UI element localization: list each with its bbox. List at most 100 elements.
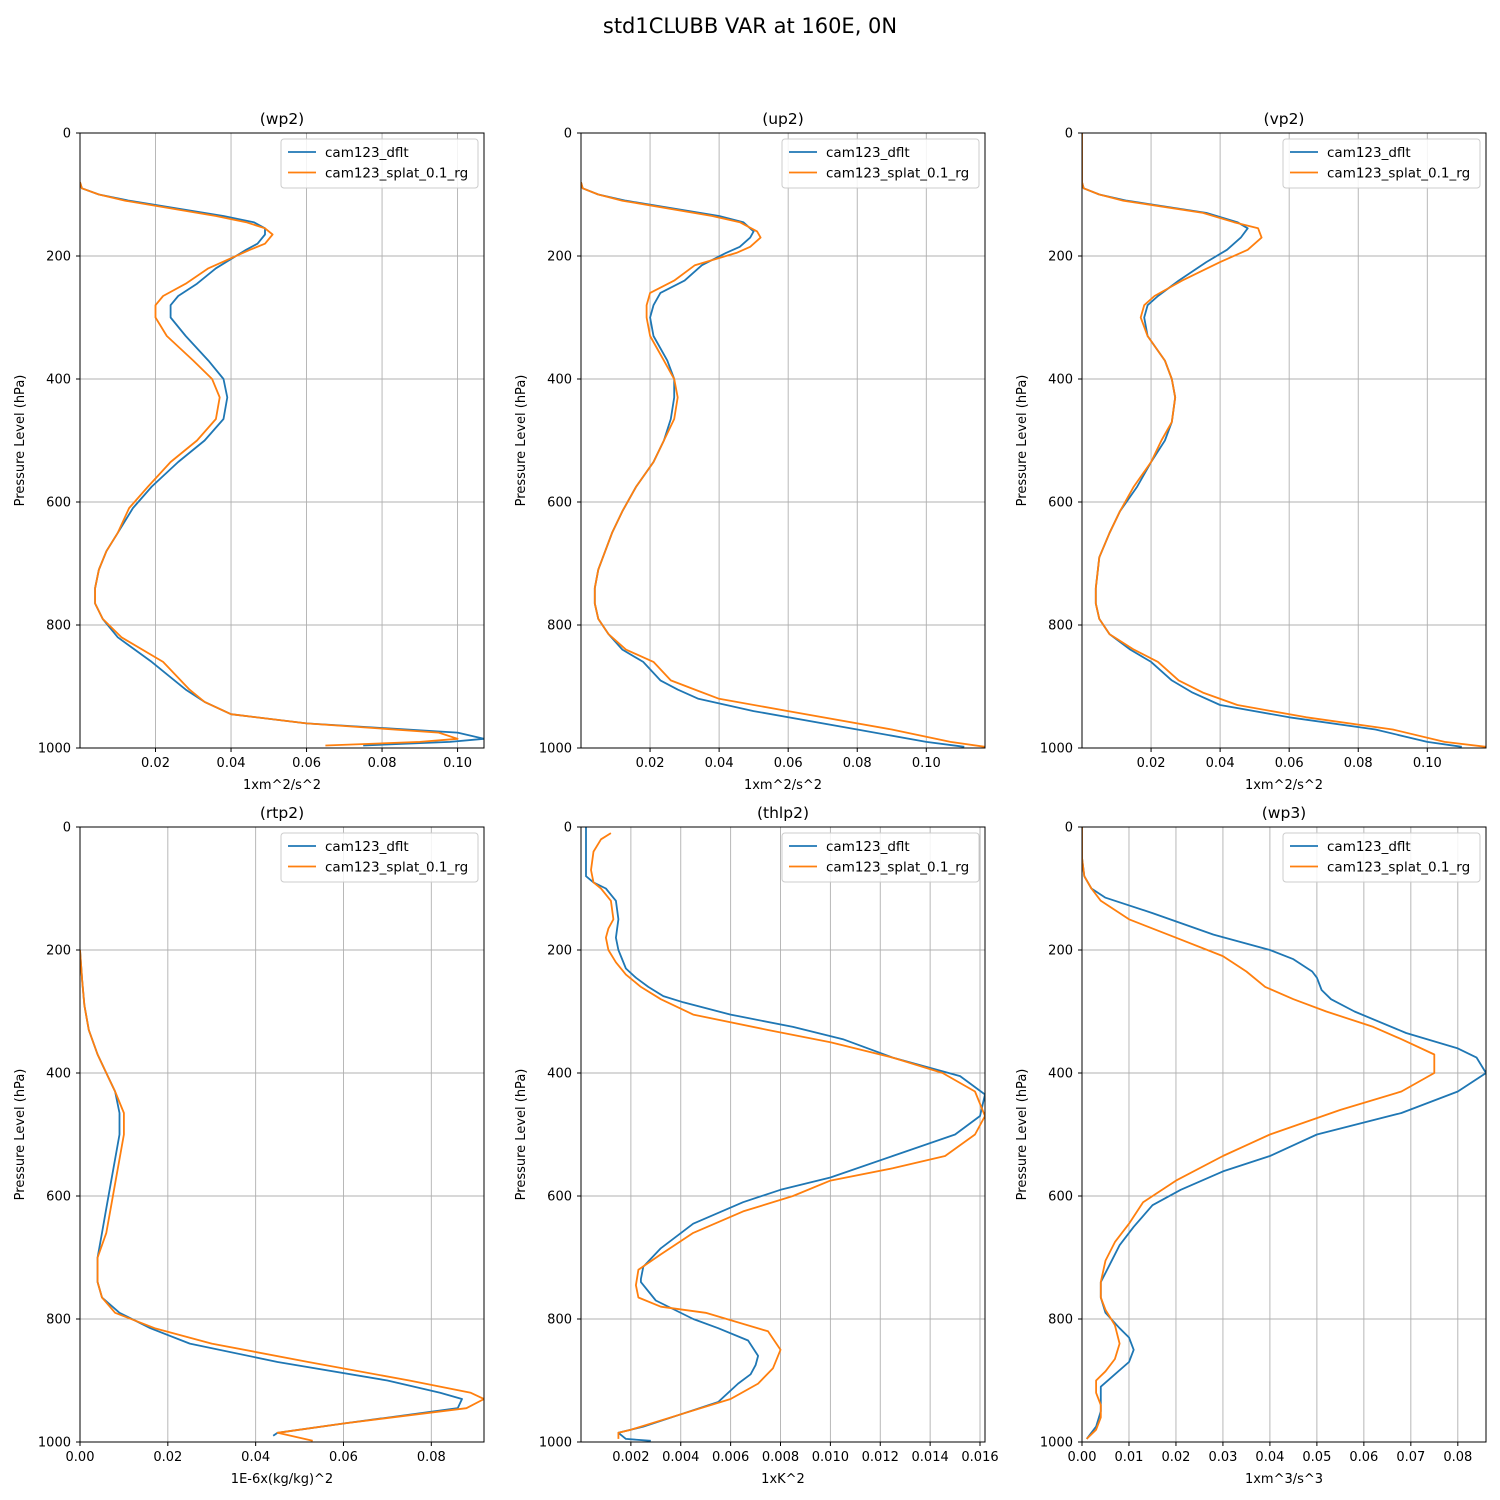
axes-frame bbox=[1081, 132, 1487, 749]
x-tick-label: 0.016 bbox=[961, 1450, 998, 1465]
y-tick-label: 200 bbox=[547, 250, 572, 265]
legend-box bbox=[781, 138, 980, 189]
panel-vp2: 0.02 0.04 0.06 0.08 0.10 0 200 400 600 800 1000 (vp… bbox=[1015, 110, 1487, 793]
figure-title: std1CLUBB VAR at 160E, 0N bbox=[602, 14, 898, 38]
x-tick-label: 0.010 bbox=[812, 1450, 849, 1465]
series-line-cam123_splat_0.1_rg bbox=[1082, 827, 1436, 1440]
x-tick-label: 0.08 bbox=[417, 1450, 446, 1465]
legend-box bbox=[1282, 138, 1481, 189]
legend-label-cam123_dflt: cam123_dflt bbox=[1327, 839, 1411, 855]
y-tick-label: 200 bbox=[1048, 944, 1073, 959]
y-tick-label: 600 bbox=[547, 496, 572, 511]
legend-label-cam123_splat_0.1_rg: cam123_splat_0.1_rg bbox=[826, 860, 969, 876]
y-tick-label: 800 bbox=[1048, 619, 1073, 634]
y-tick-label: 200 bbox=[46, 250, 71, 265]
y-tick-label: 600 bbox=[1048, 496, 1073, 511]
x-tick-label: 0.02 bbox=[153, 1450, 182, 1465]
y-tick-label: 400 bbox=[1048, 1067, 1073, 1082]
y-tick-label: 0 bbox=[564, 127, 572, 142]
panel-up2: 0.02 0.04 0.06 0.08 0.10 0 200 400 600 800 1000 (up… bbox=[514, 110, 986, 793]
series-line-cam123_splat_0.1_rg bbox=[80, 181, 459, 747]
x-tick-label: 0.04 bbox=[1206, 756, 1235, 771]
x-tick-label: 0.06 bbox=[774, 756, 803, 771]
y-tick-label: 200 bbox=[46, 944, 71, 959]
y-axis-label: Pressure Level (hPa) bbox=[13, 375, 28, 507]
x-tick-label: 0.06 bbox=[329, 1450, 358, 1465]
panel-thlp2: 0.002 0.004 0.006 0.008 0.010 0.012 0.014 0.016… bbox=[514, 804, 999, 1487]
panel-title: (up2) bbox=[762, 110, 804, 128]
y-tick-label: 0 bbox=[63, 127, 71, 142]
y-tick-label: 1000 bbox=[539, 742, 572, 757]
panel-title: (wp2) bbox=[260, 110, 304, 128]
legend-box bbox=[280, 138, 479, 189]
panel-wp3: 0.00 0.01 0.02 0.03 0.04 0.05 0.06 0.07 0.08 0 200… bbox=[1015, 804, 1487, 1487]
legend-label-cam123_dflt: cam123_dflt bbox=[1327, 145, 1411, 161]
x-axis-label: 1xm^2/s^2 bbox=[744, 778, 822, 793]
x-tick-label: 0.04 bbox=[217, 756, 246, 771]
x-tick-label: 0.02 bbox=[636, 756, 665, 771]
y-tick-label: 0 bbox=[63, 821, 71, 836]
x-tick-label: 0.10 bbox=[443, 756, 472, 771]
y-tick-label: 600 bbox=[1048, 1190, 1073, 1205]
y-tick-label: 600 bbox=[46, 496, 71, 511]
y-axis-label: Pressure Level (hPa) bbox=[514, 1069, 529, 1201]
legend-label-cam123_splat_0.1_rg: cam123_splat_0.1_rg bbox=[826, 166, 969, 182]
y-tick-label: 200 bbox=[1048, 250, 1073, 265]
x-axis-label: 1xm^3/s^3 bbox=[1245, 1472, 1323, 1487]
x-tick-label: 0.06 bbox=[1275, 756, 1304, 771]
axes-frame bbox=[1081, 826, 1487, 1443]
x-tick-label: 0.10 bbox=[1413, 756, 1442, 771]
y-tick-label: 1000 bbox=[38, 742, 71, 757]
y-tick-label: 600 bbox=[46, 1190, 71, 1205]
y-tick-label: 800 bbox=[547, 1313, 572, 1328]
series-line-cam123_dflt bbox=[1082, 827, 1486, 1440]
axes-frame bbox=[580, 132, 986, 749]
legend-label-cam123_dflt: cam123_dflt bbox=[325, 839, 409, 855]
series-line-cam123_splat_0.1_rg bbox=[581, 181, 985, 748]
series-line-cam123_dflt bbox=[585, 827, 985, 1442]
y-tick-label: 400 bbox=[46, 1067, 71, 1082]
x-tick-label: 0.07 bbox=[1396, 1450, 1425, 1465]
panel-rtp2: 0.00 0.02 0.04 0.06 0.08 0 200 400 600 800 1000 (rt… bbox=[13, 804, 485, 1487]
series-line-cam123_splat_0.1_rg bbox=[80, 949, 484, 1442]
axes-frame bbox=[580, 826, 986, 1443]
panel-title: (vp2) bbox=[1264, 110, 1305, 128]
legend-label-cam123_dflt: cam123_dflt bbox=[826, 145, 910, 161]
y-axis-label: Pressure Level (hPa) bbox=[13, 1069, 28, 1201]
y-tick-label: 0 bbox=[1065, 821, 1073, 836]
x-tick-label: 0.08 bbox=[368, 756, 397, 771]
y-axis-label: Pressure Level (hPa) bbox=[514, 375, 529, 507]
series-line-cam123_dflt bbox=[80, 949, 463, 1437]
x-tick-label: 0.05 bbox=[1302, 1450, 1331, 1465]
x-tick-label: 0.02 bbox=[1137, 756, 1166, 771]
y-tick-label: 1000 bbox=[38, 1436, 71, 1451]
y-tick-label: 200 bbox=[547, 944, 572, 959]
legend-box bbox=[781, 832, 980, 883]
legend-label-cam123_dflt: cam123_dflt bbox=[826, 839, 910, 855]
x-tick-label: 0.012 bbox=[862, 1450, 899, 1465]
legend-label-cam123_splat_0.1_rg: cam123_splat_0.1_rg bbox=[1327, 860, 1470, 876]
x-axis-label: 1xK^2 bbox=[761, 1472, 805, 1487]
x-tick-label: 0.06 bbox=[292, 756, 321, 771]
panel-wp2: 0.02 0.04 0.06 0.08 0.10 0 200 400 600 800 1000 (wp… bbox=[13, 110, 485, 793]
legend-label-cam123_splat_0.1_rg: cam123_splat_0.1_rg bbox=[325, 860, 468, 876]
y-tick-label: 800 bbox=[547, 619, 572, 634]
y-axis-label: Pressure Level (hPa) bbox=[1015, 1069, 1030, 1201]
axes-frame bbox=[79, 132, 485, 749]
y-tick-label: 400 bbox=[547, 373, 572, 388]
y-tick-label: 1000 bbox=[539, 1436, 572, 1451]
x-tick-label: 0.02 bbox=[141, 756, 170, 771]
x-tick-label: 0.00 bbox=[66, 1450, 95, 1465]
legend-box bbox=[280, 832, 479, 883]
y-tick-label: 400 bbox=[1048, 373, 1073, 388]
panel-title: (rtp2) bbox=[260, 804, 304, 822]
x-tick-label: 0.10 bbox=[912, 756, 941, 771]
series-line-cam123_splat_0.1_rg bbox=[590, 832, 985, 1439]
series-line-cam123_splat_0.1_rg bbox=[1082, 133, 1486, 748]
x-tick-label: 0.002 bbox=[612, 1450, 649, 1465]
series-line-cam123_dflt bbox=[80, 181, 484, 747]
panel-title: (wp3) bbox=[1262, 804, 1306, 822]
x-axis-label: 1E-6x(kg/kg)^2 bbox=[231, 1472, 333, 1487]
x-tick-label: 0.04 bbox=[705, 756, 734, 771]
